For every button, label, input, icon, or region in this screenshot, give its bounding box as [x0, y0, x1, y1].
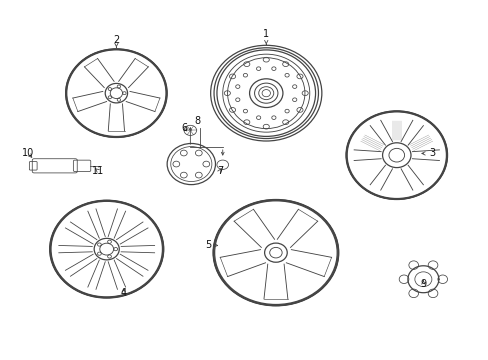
- Text: 4: 4: [121, 288, 126, 298]
- Text: 11: 11: [92, 166, 104, 176]
- Text: 8: 8: [194, 116, 200, 126]
- Text: 10: 10: [22, 148, 35, 158]
- Text: 9: 9: [420, 279, 426, 289]
- Text: 2: 2: [113, 35, 119, 48]
- Text: 5: 5: [205, 239, 217, 249]
- Text: 3: 3: [421, 148, 434, 158]
- Text: 1: 1: [263, 29, 269, 45]
- Text: 7: 7: [216, 166, 223, 176]
- Text: 6: 6: [181, 123, 187, 133]
